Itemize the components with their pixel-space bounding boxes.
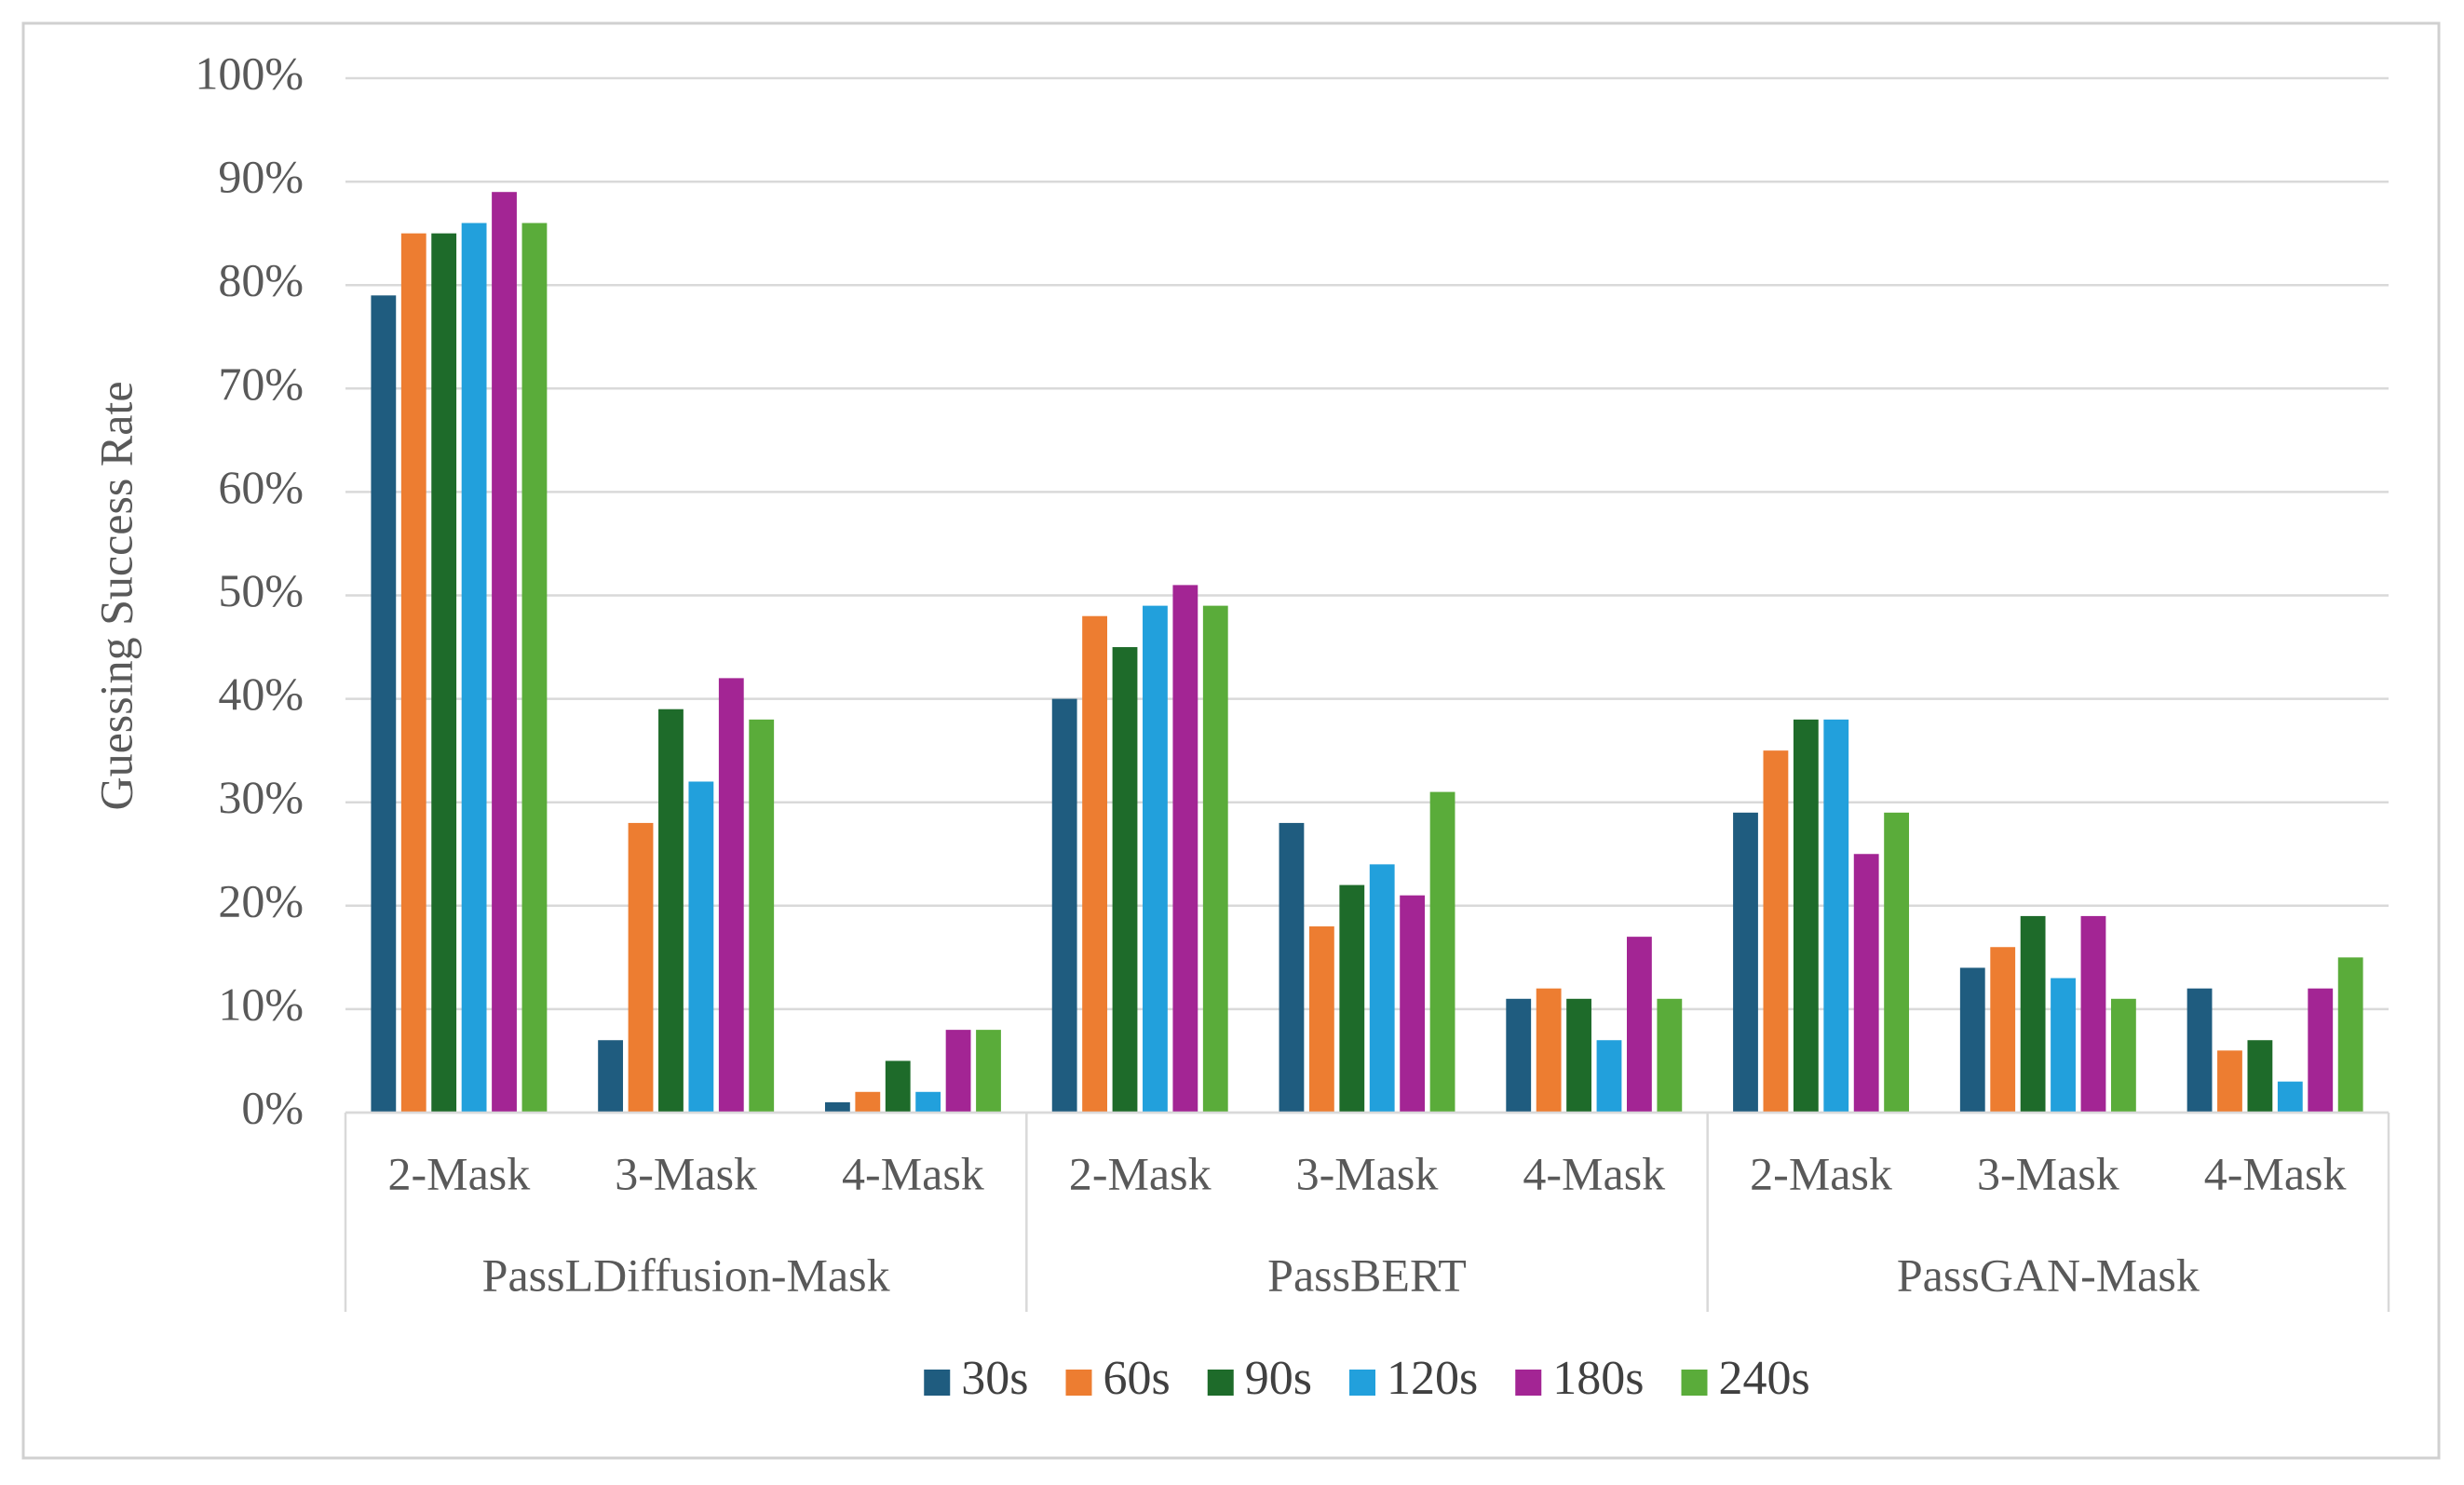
bar [431,233,457,1113]
legend-swatch [1515,1370,1542,1396]
legend-label: 30s [961,1352,1028,1405]
bar [492,192,517,1113]
legend-swatch [1065,1370,1092,1396]
bar [461,223,487,1114]
x-tick-label: 3-Mask [1977,1147,2119,1199]
y-tick-label: 50% [218,564,304,616]
bar [628,822,654,1113]
y-tick-label: 30% [218,771,304,823]
bar [598,1040,624,1113]
y-tick-label: 90% [218,151,304,203]
bar [1733,812,1758,1113]
bar [718,678,744,1113]
bar [915,1091,941,1113]
group-label: PassLDiffusion-Mask [482,1249,890,1301]
bar [1339,884,1365,1113]
bar [1627,937,1652,1113]
bar [1112,647,1138,1113]
bar [1763,750,1789,1113]
bar [1536,988,1562,1113]
bar [521,223,548,1114]
bar [1884,812,1910,1113]
bar [945,1030,971,1113]
bar [2277,1081,2303,1113]
bar [1990,947,2016,1113]
bar [1823,719,1849,1113]
bar [2080,915,2106,1113]
bar [1369,864,1395,1113]
bar [1082,615,1107,1113]
legend-label: 90s [1245,1352,1312,1405]
bar [1308,926,1334,1113]
y-tick-label: 80% [218,254,304,306]
y-tick-label: 100% [195,47,304,99]
y-tick-label: 60% [218,461,304,513]
bar [2217,1050,2242,1113]
bar [1279,822,1305,1113]
bar [2051,978,2076,1113]
group-label: PassGAN-Mask [1897,1249,2200,1301]
bar [2110,998,2136,1113]
bar [1959,967,1985,1113]
x-tick-label: 3-Mask [1296,1147,1439,1199]
bar [1566,998,1591,1113]
legend-swatch [1681,1370,1708,1396]
bar [1143,605,1168,1113]
bar [1657,998,1683,1113]
x-tick-label: 3-Mask [615,1147,757,1199]
y-tick-label: 0% [241,1081,304,1133]
x-tick-label: 2-Mask [1750,1147,1892,1199]
legend-swatch [924,1370,951,1396]
group-label: PassBERT [1267,1249,1467,1301]
legend-label: 180s [1552,1352,1644,1405]
bar [688,781,714,1113]
legend-swatch [1349,1370,1375,1396]
bar [1400,895,1426,1113]
bar [749,719,775,1113]
bar [1429,791,1455,1113]
bar [1506,998,1532,1113]
bar [1853,854,1879,1113]
legend-swatch [1207,1370,1234,1396]
bar [2020,915,2046,1113]
bar [400,233,426,1113]
bar [371,295,397,1113]
bar [1172,585,1198,1113]
x-tick-label: 2-Mask [1069,1147,1212,1199]
bar [824,1101,850,1113]
bar [1596,1040,1622,1113]
y-tick-label: 20% [218,874,304,926]
x-tick-label: 4-Mask [1523,1147,1665,1199]
y-tick-label: 40% [218,668,304,720]
bar [2337,957,2363,1113]
bar [2186,988,2213,1113]
bar [658,709,684,1113]
bar [855,1091,881,1113]
bar [2308,988,2334,1113]
legend-label: 240s [1719,1352,1810,1405]
bar [1202,605,1228,1113]
bar [976,1030,1001,1113]
legend-label: 120s [1387,1352,1478,1405]
bar [1793,719,1819,1113]
x-tick-label: 4-Mask [2204,1147,2347,1199]
x-tick-label: 2-Mask [388,1147,531,1199]
y-tick-label: 10% [218,978,304,1030]
x-tick-label: 4-Mask [842,1147,984,1199]
y-tick-label: 70% [218,358,304,410]
legend-label: 60s [1103,1352,1171,1405]
bar [1051,698,1077,1113]
bar [2247,1040,2273,1113]
y-axis-label: Guessing Success Rate [89,381,142,810]
bar [885,1060,911,1113]
